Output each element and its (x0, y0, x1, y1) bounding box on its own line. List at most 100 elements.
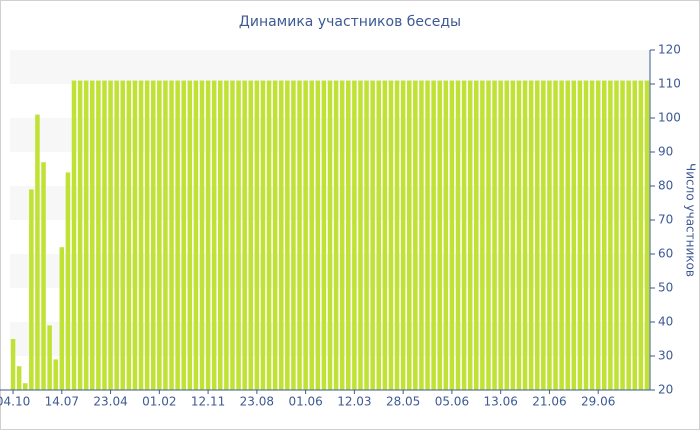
bar (242, 80, 247, 390)
bar (41, 162, 46, 390)
x-tick-label: 01.02 (142, 395, 176, 409)
bar (504, 80, 510, 390)
bar (388, 80, 394, 390)
bar (120, 80, 126, 390)
bar (382, 80, 388, 390)
bar (400, 80, 406, 390)
bar (449, 80, 455, 390)
y-tick-label: 30 (658, 349, 673, 363)
bar (443, 80, 449, 390)
bar (315, 80, 321, 390)
bar (138, 80, 144, 390)
bar (169, 80, 174, 390)
bar (150, 80, 156, 390)
bar (467, 80, 473, 390)
bar (53, 359, 58, 390)
bar (71, 80, 77, 390)
bar (114, 80, 119, 390)
y-tick-label: 60 (658, 247, 673, 261)
bar (278, 80, 284, 390)
x-tick-label: 01.06 (288, 395, 322, 409)
bar (254, 80, 260, 390)
bar (181, 80, 186, 390)
x-tick-label: 21.06 (532, 395, 566, 409)
y-tick-label: 120 (658, 43, 681, 57)
bar (309, 80, 314, 390)
bar (644, 80, 650, 390)
bar (638, 80, 644, 390)
bar (96, 80, 101, 390)
bar (224, 80, 229, 390)
bar (492, 80, 497, 390)
chart-title: Динамика участников беседы (239, 14, 461, 30)
bar (35, 114, 40, 390)
bar (83, 80, 89, 390)
bar (553, 80, 558, 390)
x-tick-label: 23.08 (240, 395, 274, 409)
bar (352, 80, 357, 390)
bar (157, 80, 162, 390)
bar (346, 80, 351, 390)
bar (285, 80, 290, 390)
bar (498, 80, 503, 390)
bar (370, 80, 375, 390)
bar (541, 80, 546, 390)
bar (376, 80, 382, 390)
bar (22, 383, 28, 390)
bar (16, 366, 22, 390)
x-tick-label: 05.06 (435, 395, 469, 409)
bar (437, 80, 442, 390)
bar (236, 80, 241, 390)
bar (394, 80, 400, 390)
x-tick-label: 29.06 (581, 395, 615, 409)
bar (126, 80, 132, 390)
bar (297, 80, 302, 390)
bar (522, 80, 528, 390)
bar (565, 80, 570, 390)
bar (614, 80, 619, 390)
bar (47, 325, 52, 390)
y-tick-label: 70 (658, 213, 673, 227)
bar (29, 189, 34, 390)
bar (358, 80, 363, 390)
x-tick-label: 13.06 (483, 395, 517, 409)
x-tick-label: 12.11 (191, 395, 225, 409)
bar (595, 80, 601, 390)
bar (175, 80, 180, 390)
bar (187, 80, 193, 390)
bar (102, 80, 107, 390)
bar (620, 80, 625, 390)
bar (132, 80, 138, 390)
bar (193, 80, 199, 390)
bar (486, 80, 491, 390)
bar (510, 80, 516, 390)
bar (163, 80, 168, 390)
bar (571, 80, 577, 390)
bar (59, 247, 65, 390)
y-tick-label: 90 (658, 145, 673, 159)
bar (419, 80, 424, 390)
bar (632, 80, 638, 390)
bar (516, 80, 522, 390)
bar (431, 80, 436, 390)
x-tick-label: 14.07 (45, 395, 79, 409)
bar (425, 80, 430, 390)
x-tick-label: 23.04 (93, 395, 127, 409)
bar (77, 80, 83, 390)
bar (291, 80, 296, 390)
bar (205, 80, 211, 390)
grid-band (10, 50, 650, 84)
bar (339, 80, 345, 390)
y-axis-label: Число участников (684, 163, 698, 277)
bar (65, 172, 71, 390)
bar (303, 80, 308, 390)
bar (583, 80, 589, 390)
x-tick-label: 28.05 (386, 395, 420, 409)
bar (547, 80, 552, 390)
bar (266, 80, 272, 390)
bar (260, 80, 266, 390)
x-tick-label: 04.10 (0, 395, 30, 409)
bar (327, 80, 333, 390)
bar (480, 80, 485, 390)
